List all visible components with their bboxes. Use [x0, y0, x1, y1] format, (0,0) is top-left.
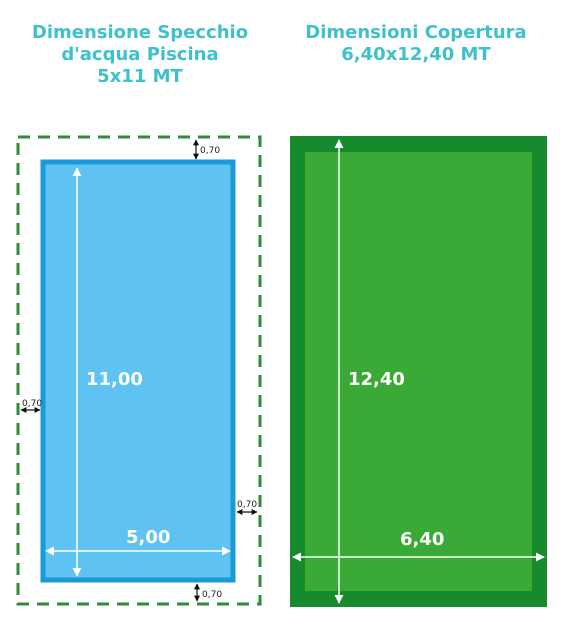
- pool-title-line2: d'acqua Piscina: [61, 44, 219, 65]
- cover-length-label: 12,40: [348, 369, 405, 390]
- dashed-boundary: [16, 135, 262, 606]
- pool-title: Dimensione Specchio d'acqua Piscina 5x11…: [10, 22, 270, 88]
- margin-top-label: 0,70: [200, 146, 220, 156]
- pool-length-label: 11,00: [86, 369, 143, 390]
- margin-left-label: 0,70: [22, 399, 42, 409]
- margin-bottom-label: 0,70: [202, 590, 222, 600]
- pool-title-line1: Dimensione Specchio: [31, 22, 249, 43]
- cover-title-line1: Dimensioni Copertura: [305, 22, 527, 43]
- pool-title-line3: 5x11 MT: [97, 66, 183, 87]
- cover-width-label: 6,40: [400, 529, 444, 550]
- cover-title-line2: 6,40x12,40 MT: [341, 44, 491, 65]
- cover-title: Dimensioni Copertura 6,40x12,40 MT: [280, 22, 552, 66]
- pool-width-label: 5,00: [126, 527, 170, 548]
- margin-right-label: 0,70: [237, 500, 257, 510]
